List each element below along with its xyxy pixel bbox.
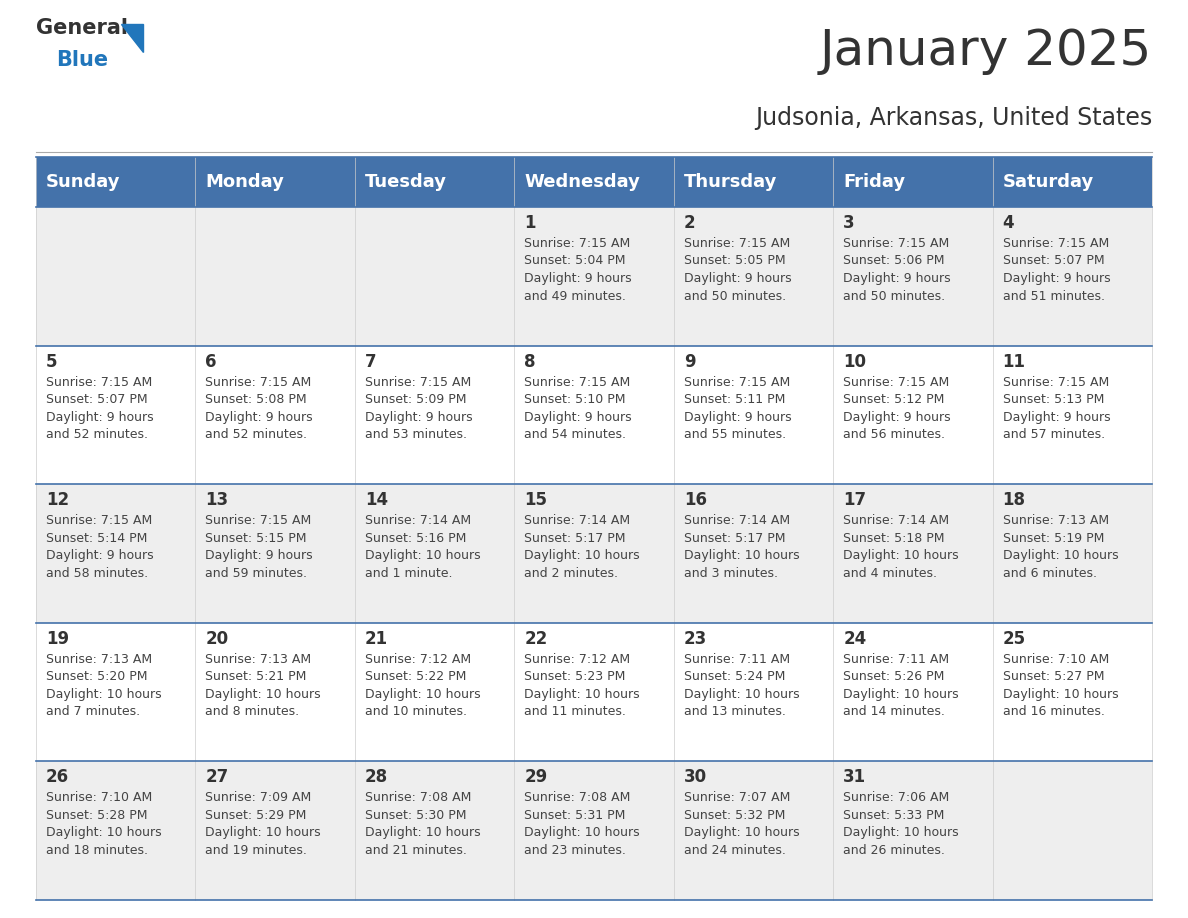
Text: Sunrise: 7:10 AM
Sunset: 5:27 PM
Daylight: 10 hours
and 16 minutes.: Sunrise: 7:10 AM Sunset: 5:27 PM Dayligh…: [1003, 653, 1118, 718]
Text: Sunrise: 7:08 AM
Sunset: 5:31 PM
Daylight: 10 hours
and 23 minutes.: Sunrise: 7:08 AM Sunset: 5:31 PM Dayligh…: [524, 791, 640, 856]
Text: Sunrise: 7:14 AM
Sunset: 5:18 PM
Daylight: 10 hours
and 4 minutes.: Sunrise: 7:14 AM Sunset: 5:18 PM Dayligh…: [843, 514, 959, 579]
Text: Sunrise: 7:15 AM
Sunset: 5:13 PM
Daylight: 9 hours
and 57 minutes.: Sunrise: 7:15 AM Sunset: 5:13 PM Dayligh…: [1003, 375, 1111, 442]
Text: 31: 31: [843, 768, 866, 787]
Text: 21: 21: [365, 630, 388, 648]
Text: Sunrise: 7:15 AM
Sunset: 5:05 PM
Daylight: 9 hours
and 50 minutes.: Sunrise: 7:15 AM Sunset: 5:05 PM Dayligh…: [684, 237, 791, 303]
Text: Sunrise: 7:15 AM
Sunset: 5:07 PM
Daylight: 9 hours
and 51 minutes.: Sunrise: 7:15 AM Sunset: 5:07 PM Dayligh…: [1003, 237, 1111, 303]
Text: Tuesday: Tuesday: [365, 173, 447, 191]
Text: Sunrise: 7:15 AM
Sunset: 5:14 PM
Daylight: 9 hours
and 58 minutes.: Sunrise: 7:15 AM Sunset: 5:14 PM Dayligh…: [46, 514, 153, 579]
Text: Sunrise: 7:11 AM
Sunset: 5:24 PM
Daylight: 10 hours
and 13 minutes.: Sunrise: 7:11 AM Sunset: 5:24 PM Dayligh…: [684, 653, 800, 718]
Text: 6: 6: [206, 353, 217, 371]
Text: 17: 17: [843, 491, 866, 509]
Text: January 2025: January 2025: [820, 27, 1152, 75]
Text: Sunrise: 7:15 AM
Sunset: 5:06 PM
Daylight: 9 hours
and 50 minutes.: Sunrise: 7:15 AM Sunset: 5:06 PM Dayligh…: [843, 237, 950, 303]
Text: 12: 12: [46, 491, 69, 509]
Bar: [36, 622, 1152, 761]
Text: 4: 4: [1003, 214, 1015, 232]
Text: 15: 15: [524, 491, 548, 509]
Text: 7: 7: [365, 353, 377, 371]
Text: Sunrise: 7:15 AM
Sunset: 5:04 PM
Daylight: 9 hours
and 49 minutes.: Sunrise: 7:15 AM Sunset: 5:04 PM Dayligh…: [524, 237, 632, 303]
Bar: [36, 761, 1152, 900]
Bar: [36, 157, 196, 207]
Text: 22: 22: [524, 630, 548, 648]
Text: Sunrise: 7:07 AM
Sunset: 5:32 PM
Daylight: 10 hours
and 24 minutes.: Sunrise: 7:07 AM Sunset: 5:32 PM Dayligh…: [684, 791, 800, 856]
Text: 10: 10: [843, 353, 866, 371]
Text: Sunrise: 7:13 AM
Sunset: 5:21 PM
Daylight: 10 hours
and 8 minutes.: Sunrise: 7:13 AM Sunset: 5:21 PM Dayligh…: [206, 653, 321, 718]
Text: Sunrise: 7:06 AM
Sunset: 5:33 PM
Daylight: 10 hours
and 26 minutes.: Sunrise: 7:06 AM Sunset: 5:33 PM Dayligh…: [843, 791, 959, 856]
Text: 18: 18: [1003, 491, 1025, 509]
Text: Sunrise: 7:13 AM
Sunset: 5:19 PM
Daylight: 10 hours
and 6 minutes.: Sunrise: 7:13 AM Sunset: 5:19 PM Dayligh…: [1003, 514, 1118, 579]
Polygon shape: [121, 24, 143, 52]
Text: Sunrise: 7:15 AM
Sunset: 5:08 PM
Daylight: 9 hours
and 52 minutes.: Sunrise: 7:15 AM Sunset: 5:08 PM Dayligh…: [206, 375, 314, 442]
Text: 27: 27: [206, 768, 228, 787]
Text: 14: 14: [365, 491, 388, 509]
Text: Thursday: Thursday: [684, 173, 777, 191]
Text: Sunrise: 7:12 AM
Sunset: 5:22 PM
Daylight: 10 hours
and 10 minutes.: Sunrise: 7:12 AM Sunset: 5:22 PM Dayligh…: [365, 653, 480, 718]
Text: 3: 3: [843, 214, 855, 232]
Text: Sunrise: 7:11 AM
Sunset: 5:26 PM
Daylight: 10 hours
and 14 minutes.: Sunrise: 7:11 AM Sunset: 5:26 PM Dayligh…: [843, 653, 959, 718]
Text: 19: 19: [46, 630, 69, 648]
Text: Friday: Friday: [843, 173, 905, 191]
Text: Sunrise: 7:09 AM
Sunset: 5:29 PM
Daylight: 10 hours
and 19 minutes.: Sunrise: 7:09 AM Sunset: 5:29 PM Dayligh…: [206, 791, 321, 856]
Text: 20: 20: [206, 630, 228, 648]
Text: Sunrise: 7:15 AM
Sunset: 5:07 PM
Daylight: 9 hours
and 52 minutes.: Sunrise: 7:15 AM Sunset: 5:07 PM Dayligh…: [46, 375, 153, 442]
Text: 11: 11: [1003, 353, 1025, 371]
Text: 26: 26: [46, 768, 69, 787]
Bar: [36, 345, 1152, 484]
Bar: [833, 157, 992, 207]
Text: 2: 2: [684, 214, 695, 232]
Bar: [36, 484, 1152, 622]
Text: Sunrise: 7:14 AM
Sunset: 5:17 PM
Daylight: 10 hours
and 3 minutes.: Sunrise: 7:14 AM Sunset: 5:17 PM Dayligh…: [684, 514, 800, 579]
Bar: [355, 157, 514, 207]
Bar: [992, 157, 1152, 207]
Bar: [196, 157, 355, 207]
Text: 23: 23: [684, 630, 707, 648]
Bar: [514, 157, 674, 207]
Bar: [36, 207, 1152, 345]
Text: Sunrise: 7:15 AM
Sunset: 5:12 PM
Daylight: 9 hours
and 56 minutes.: Sunrise: 7:15 AM Sunset: 5:12 PM Dayligh…: [843, 375, 950, 442]
Bar: [674, 157, 833, 207]
Text: Sunrise: 7:14 AM
Sunset: 5:17 PM
Daylight: 10 hours
and 2 minutes.: Sunrise: 7:14 AM Sunset: 5:17 PM Dayligh…: [524, 514, 640, 579]
Text: Saturday: Saturday: [1003, 173, 1094, 191]
Text: Sunday: Sunday: [46, 173, 120, 191]
Text: Sunrise: 7:15 AM
Sunset: 5:09 PM
Daylight: 9 hours
and 53 minutes.: Sunrise: 7:15 AM Sunset: 5:09 PM Dayligh…: [365, 375, 473, 442]
Text: 13: 13: [206, 491, 228, 509]
Text: 8: 8: [524, 353, 536, 371]
Text: Sunrise: 7:15 AM
Sunset: 5:15 PM
Daylight: 9 hours
and 59 minutes.: Sunrise: 7:15 AM Sunset: 5:15 PM Dayligh…: [206, 514, 314, 579]
Text: 24: 24: [843, 630, 866, 648]
Text: Blue: Blue: [56, 50, 108, 70]
Text: Wednesday: Wednesday: [524, 173, 640, 191]
Text: Sunrise: 7:08 AM
Sunset: 5:30 PM
Daylight: 10 hours
and 21 minutes.: Sunrise: 7:08 AM Sunset: 5:30 PM Dayligh…: [365, 791, 480, 856]
Text: Sunrise: 7:10 AM
Sunset: 5:28 PM
Daylight: 10 hours
and 18 minutes.: Sunrise: 7:10 AM Sunset: 5:28 PM Dayligh…: [46, 791, 162, 856]
Text: 9: 9: [684, 353, 695, 371]
Text: Sunrise: 7:12 AM
Sunset: 5:23 PM
Daylight: 10 hours
and 11 minutes.: Sunrise: 7:12 AM Sunset: 5:23 PM Dayligh…: [524, 653, 640, 718]
Text: Monday: Monday: [206, 173, 284, 191]
Text: General: General: [36, 18, 128, 38]
Text: 1: 1: [524, 214, 536, 232]
Text: 29: 29: [524, 768, 548, 787]
Text: 16: 16: [684, 491, 707, 509]
Text: Sunrise: 7:15 AM
Sunset: 5:10 PM
Daylight: 9 hours
and 54 minutes.: Sunrise: 7:15 AM Sunset: 5:10 PM Dayligh…: [524, 375, 632, 442]
Text: Sunrise: 7:13 AM
Sunset: 5:20 PM
Daylight: 10 hours
and 7 minutes.: Sunrise: 7:13 AM Sunset: 5:20 PM Dayligh…: [46, 653, 162, 718]
Text: 5: 5: [46, 353, 57, 371]
Text: 30: 30: [684, 768, 707, 787]
Text: 25: 25: [1003, 630, 1025, 648]
Text: Sunrise: 7:15 AM
Sunset: 5:11 PM
Daylight: 9 hours
and 55 minutes.: Sunrise: 7:15 AM Sunset: 5:11 PM Dayligh…: [684, 375, 791, 442]
Text: Sunrise: 7:14 AM
Sunset: 5:16 PM
Daylight: 10 hours
and 1 minute.: Sunrise: 7:14 AM Sunset: 5:16 PM Dayligh…: [365, 514, 480, 579]
Text: 28: 28: [365, 768, 388, 787]
Text: Judsonia, Arkansas, United States: Judsonia, Arkansas, United States: [754, 106, 1152, 130]
